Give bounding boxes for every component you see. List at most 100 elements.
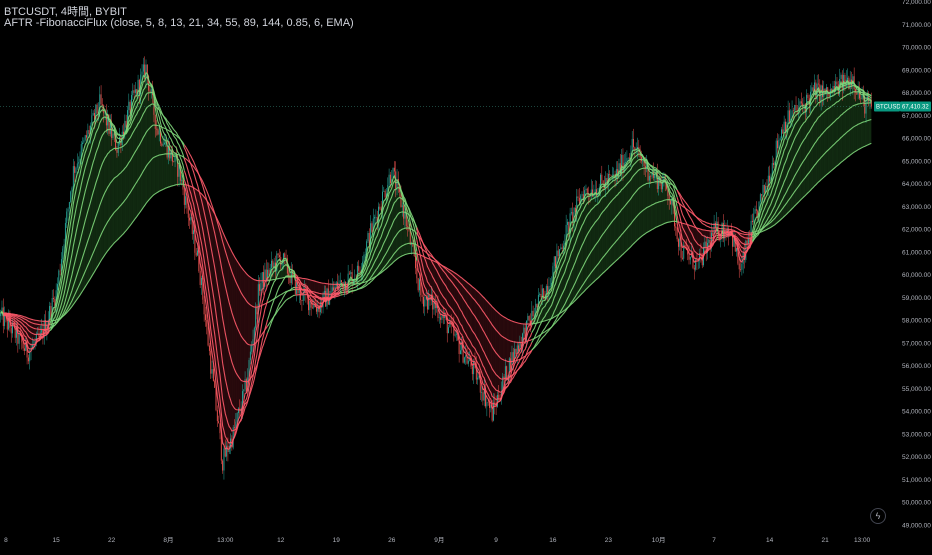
time-tick-label: 12 [277, 537, 285, 544]
time-tick-label: 13:00 [217, 537, 234, 544]
ribbon-fill-segment [230, 249, 232, 447]
candle [861, 86, 863, 101]
candle [578, 188, 580, 205]
candle [83, 137, 85, 145]
candle [531, 301, 533, 328]
candle [375, 209, 377, 225]
candle [419, 277, 420, 297]
candle [350, 270, 352, 278]
ribbon-fill-segment [118, 140, 120, 240]
ribbon-fill-segment [815, 89, 818, 185]
candle [371, 221, 373, 234]
candle [252, 329, 254, 353]
ribbon-fill-segment [638, 148, 641, 239]
ribbon-fill-segment [661, 182, 663, 226]
ribbon-fill-segment [811, 93, 814, 189]
candle [827, 87, 829, 102]
candle [100, 85, 102, 108]
ribbon-fill-segment [238, 263, 240, 420]
symbol-title[interactable]: BTCUSDT, 4時間, BYBIT [4, 6, 127, 18]
ribbon-fill-segment [694, 227, 696, 263]
candle [821, 80, 823, 107]
candle [14, 321, 16, 343]
candle [128, 93, 130, 119]
price-tick-label: 56,000.00 [902, 363, 931, 370]
candle [189, 213, 191, 229]
time-tick-label: 8 [4, 537, 8, 544]
candle [676, 227, 678, 242]
ribbon-fill-segment [151, 85, 153, 198]
ribbon-fill-segment [589, 193, 592, 286]
time-tick-label: 13:00 [854, 537, 871, 544]
ribbon-fill-segment [628, 160, 630, 250]
ribbon-fill-segment [826, 90, 828, 175]
time-axis[interactable]: 8 15 22 8月 13:00 12 19 26 9月 9 16 23 10月 7 14 21 13:00 [4, 536, 870, 544]
price-tick-label: 51,000.00 [902, 477, 931, 484]
ribbon-fill-segment [489, 303, 491, 403]
candle [675, 223, 677, 236]
candle [421, 287, 423, 304]
ribbon-fill-segment [473, 287, 475, 365]
ribbon-fill-segment [242, 268, 244, 407]
candle [582, 187, 584, 204]
ribbon-fill-segment [817, 88, 819, 184]
ribbon-fill-segment [139, 85, 141, 214]
candle [705, 236, 707, 262]
ribbon-fill-segment [833, 89, 835, 170]
price-axis[interactable]: 49,000.00 50,000.00 51,000.00 52,000.00 53,0… [902, 0, 931, 529]
ribbon-fill-segment [140, 81, 143, 212]
ribbon-fill-segment [169, 149, 172, 187]
ribbon-line-144 [0, 142, 872, 325]
ribbon-fill-segment [637, 148, 639, 240]
candle [775, 138, 777, 169]
candle [622, 148, 624, 181]
candle [496, 391, 498, 408]
candle [129, 99, 131, 121]
ribbon-fill-segment [126, 123, 128, 231]
candle [384, 189, 386, 200]
ribbon-fill-segment [587, 193, 589, 289]
ribbon-fill-segment [854, 83, 856, 153]
candle [594, 180, 596, 202]
ribbon-fill-segment [115, 137, 117, 242]
candle [738, 256, 740, 278]
candle [23, 344, 25, 356]
candle [277, 252, 279, 259]
ribbon-fill-segment [205, 198, 207, 310]
candle [577, 189, 579, 202]
ribbon-fill-segment [502, 316, 505, 391]
ribbon-fill-segment [830, 91, 832, 172]
price-tick-label: 57,000.00 [902, 340, 931, 347]
candle [597, 188, 599, 204]
candle [388, 168, 390, 187]
time-tick-label: 16 [549, 537, 557, 544]
candle [800, 92, 802, 107]
candle [422, 290, 424, 314]
candle [385, 188, 387, 202]
ribbon-fill-segment [653, 174, 655, 229]
ribbon-fill-segment [239, 265, 242, 417]
indicator-title[interactable]: AFTR -FibonacciFlux (close, 5, 8, 13, 21… [4, 17, 354, 29]
ribbon-fill-segment [626, 160, 629, 251]
ribbon-fill-segment [107, 115, 109, 251]
time-tick-label: 9月 [434, 536, 444, 544]
candle [771, 155, 773, 184]
candle [740, 259, 742, 272]
ribbon-fill-segment [143, 75, 145, 208]
candle [99, 86, 101, 117]
lightning-bolt-icon[interactable]: ϟ [870, 508, 886, 524]
ribbon-fill-segment [283, 258, 285, 278]
ribbon-fill-segment [102, 106, 104, 259]
candle [339, 272, 341, 292]
ribbon-fill-segment [650, 172, 653, 231]
candle [787, 100, 789, 127]
candle [156, 120, 158, 136]
ribbon-fill-segment [75, 173, 78, 301]
badge-symbol-bg [874, 101, 900, 112]
candle [68, 201, 70, 215]
candle [137, 74, 139, 99]
candle [70, 190, 72, 204]
candle [214, 379, 216, 388]
